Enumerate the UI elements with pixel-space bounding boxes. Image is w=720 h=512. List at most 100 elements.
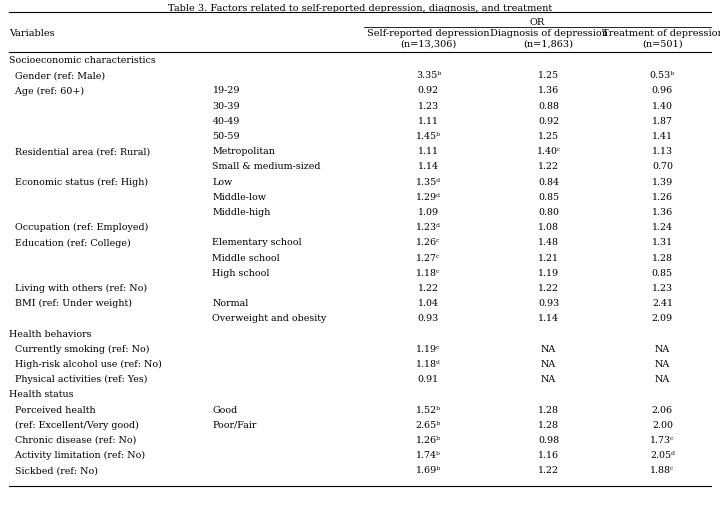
- Text: 0.84: 0.84: [538, 178, 559, 186]
- Text: 1.22: 1.22: [538, 284, 559, 293]
- Text: Health behaviors: Health behaviors: [9, 330, 91, 338]
- Text: 1.19: 1.19: [538, 269, 559, 278]
- Text: Low: Low: [212, 178, 233, 186]
- Text: 1.45ᵇ: 1.45ᵇ: [416, 132, 441, 141]
- Text: 1.41: 1.41: [652, 132, 673, 141]
- Text: (ref: Excellent/Very good): (ref: Excellent/Very good): [9, 421, 138, 430]
- Text: High-risk alcohol use (ref: No): High-risk alcohol use (ref: No): [9, 360, 161, 369]
- Text: (n=13,306): (n=13,306): [400, 40, 456, 49]
- Text: Small & medium-sized: Small & medium-sized: [212, 162, 321, 172]
- Text: Variables: Variables: [9, 29, 54, 38]
- Text: Currently smoking (ref: No): Currently smoking (ref: No): [9, 345, 149, 354]
- Text: BMI (ref: Under weight): BMI (ref: Under weight): [9, 299, 132, 308]
- Text: 0.85: 0.85: [538, 193, 559, 202]
- Text: 0.93: 0.93: [418, 314, 439, 324]
- Text: Perceived health: Perceived health: [9, 406, 95, 415]
- Text: Education (ref: College): Education (ref: College): [9, 239, 130, 247]
- Text: 0.92: 0.92: [418, 87, 439, 95]
- Text: (n=1,863): (n=1,863): [523, 40, 574, 49]
- Text: Occupation (ref: Employed): Occupation (ref: Employed): [9, 223, 148, 232]
- Text: 1.28: 1.28: [652, 253, 673, 263]
- Text: Treatment of depression: Treatment of depression: [601, 29, 720, 38]
- Text: 1.73ᶜ: 1.73ᶜ: [650, 436, 675, 445]
- Text: 1.40ᶜ: 1.40ᶜ: [536, 147, 561, 156]
- Text: (n=501): (n=501): [642, 40, 683, 49]
- Text: Poor/Fair: Poor/Fair: [212, 421, 257, 430]
- Text: 1.23ᵈ: 1.23ᵈ: [416, 223, 441, 232]
- Text: 1.35ᵈ: 1.35ᵈ: [416, 178, 441, 186]
- Text: Sickbed (ref: No): Sickbed (ref: No): [9, 466, 98, 476]
- Text: 1.36: 1.36: [652, 208, 673, 217]
- Text: Middle-low: Middle-low: [212, 193, 266, 202]
- Text: 2.06: 2.06: [652, 406, 673, 415]
- Text: Socioeconomic characteristics: Socioeconomic characteristics: [9, 56, 156, 65]
- Text: Physical activities (ref: Yes): Physical activities (ref: Yes): [9, 375, 147, 385]
- Text: 2.41: 2.41: [652, 299, 673, 308]
- Text: Metropolitan: Metropolitan: [212, 147, 275, 156]
- Text: 2.09: 2.09: [652, 314, 673, 324]
- Text: 1.24: 1.24: [652, 223, 673, 232]
- Text: 0.92: 0.92: [538, 117, 559, 126]
- Text: Good: Good: [212, 406, 238, 415]
- Text: 19-29: 19-29: [212, 87, 240, 95]
- Text: 0.53ᵇ: 0.53ᵇ: [650, 71, 675, 80]
- Text: 1.25: 1.25: [538, 132, 559, 141]
- Text: NA: NA: [654, 375, 670, 384]
- Text: Normal: Normal: [212, 299, 249, 308]
- Text: High school: High school: [212, 269, 270, 278]
- Text: Middle school: Middle school: [212, 253, 280, 263]
- Text: NA: NA: [541, 360, 557, 369]
- Text: 1.18ᵈ: 1.18ᵈ: [416, 360, 441, 369]
- Text: 30-39: 30-39: [212, 101, 240, 111]
- Text: 1.22: 1.22: [538, 162, 559, 172]
- Text: 0.70: 0.70: [652, 162, 673, 172]
- Text: Self-reported depression: Self-reported depression: [367, 29, 490, 38]
- Text: Age (ref: 60+): Age (ref: 60+): [9, 87, 84, 96]
- Text: 1.40: 1.40: [652, 101, 673, 111]
- Text: 0.88: 0.88: [538, 101, 559, 111]
- Text: 1.14: 1.14: [418, 162, 439, 172]
- Text: 2.00: 2.00: [652, 421, 673, 430]
- Text: 2.05ᵈ: 2.05ᵈ: [650, 451, 675, 460]
- Text: NA: NA: [541, 375, 557, 384]
- Text: 1.04: 1.04: [418, 299, 439, 308]
- Text: Diagnosis of depression: Diagnosis of depression: [490, 29, 608, 38]
- Text: 0.98: 0.98: [538, 436, 559, 445]
- Text: 1.48: 1.48: [538, 239, 559, 247]
- Text: 1.69ᵇ: 1.69ᵇ: [416, 466, 441, 476]
- Text: 1.21: 1.21: [538, 253, 559, 263]
- Text: 50-59: 50-59: [212, 132, 240, 141]
- Text: 1.27ᶜ: 1.27ᶜ: [416, 253, 441, 263]
- Text: 1.14: 1.14: [538, 314, 559, 324]
- Text: 1.19ᶜ: 1.19ᶜ: [416, 345, 441, 354]
- Text: 0.80: 0.80: [538, 208, 559, 217]
- Text: 3.35ᵇ: 3.35ᵇ: [415, 71, 441, 80]
- Text: 0.85: 0.85: [652, 269, 673, 278]
- Text: Economic status (ref: High): Economic status (ref: High): [9, 178, 148, 187]
- Text: 1.39: 1.39: [652, 178, 673, 186]
- Text: 1.29ᵈ: 1.29ᵈ: [416, 193, 441, 202]
- Text: NA: NA: [541, 345, 557, 354]
- Text: NA: NA: [654, 360, 670, 369]
- Text: 1.31: 1.31: [652, 239, 673, 247]
- Text: Activity limitation (ref: No): Activity limitation (ref: No): [9, 451, 145, 460]
- Text: 1.09: 1.09: [418, 208, 439, 217]
- Text: 1.28: 1.28: [538, 406, 559, 415]
- Text: Table 3. Factors related to self-reported depression, diagnosis, and treatment: Table 3. Factors related to self-reporte…: [168, 4, 552, 13]
- Text: 1.16: 1.16: [538, 451, 559, 460]
- Text: OR: OR: [530, 18, 545, 27]
- Text: 1.87: 1.87: [652, 117, 673, 126]
- Text: 1.74ᵇ: 1.74ᵇ: [416, 451, 441, 460]
- Text: Overweight and obesity: Overweight and obesity: [212, 314, 327, 324]
- Text: 0.91: 0.91: [418, 375, 439, 384]
- Text: 1.26ᶜ: 1.26ᶜ: [416, 239, 441, 247]
- Text: Chronic disease (ref: No): Chronic disease (ref: No): [9, 436, 136, 445]
- Text: Residential area (ref: Rural): Residential area (ref: Rural): [9, 147, 150, 156]
- Text: 1.18ᶜ: 1.18ᶜ: [416, 269, 441, 278]
- Text: Gender (ref: Male): Gender (ref: Male): [9, 71, 105, 80]
- Text: 1.52ᵇ: 1.52ᵇ: [416, 406, 441, 415]
- Text: 0.96: 0.96: [652, 87, 673, 95]
- Text: 0.93: 0.93: [538, 299, 559, 308]
- Text: 1.23: 1.23: [652, 284, 673, 293]
- Text: 1.08: 1.08: [538, 223, 559, 232]
